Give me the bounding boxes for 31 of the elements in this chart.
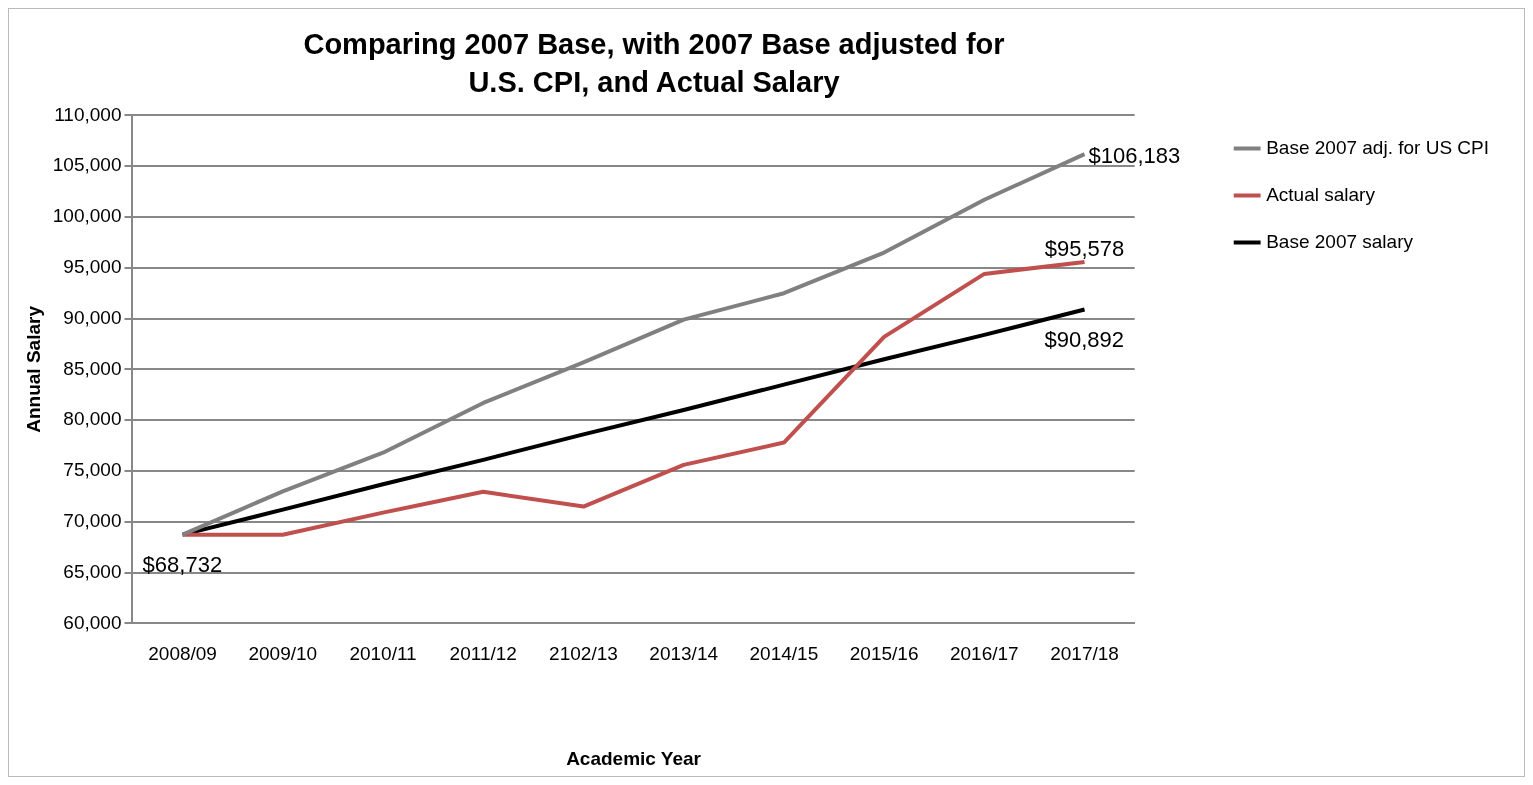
annotation: $68,732 <box>142 551 223 577</box>
y-tick-label: 105,000 <box>52 154 122 176</box>
y-tick-label: 80,000 <box>63 408 122 430</box>
x-tick-label: 2016/17 <box>949 643 1019 665</box>
x-tick-label: 2011/12 <box>449 643 517 665</box>
y-tick-label: 70,000 <box>63 510 122 532</box>
x-tick-label: 2017/18 <box>1050 643 1119 665</box>
y-tick-label: 65,000 <box>63 560 122 582</box>
x-tick-label: 2009/10 <box>248 643 318 665</box>
y-tick-label: 85,000 <box>63 357 122 379</box>
legend-label: Base 2007 adj. for US CPI <box>1266 136 1489 158</box>
y-tick-label: 95,000 <box>63 256 122 278</box>
x-tick-label: 2008/09 <box>148 643 217 665</box>
y-axis-title: Annual Salary <box>22 305 44 433</box>
x-axis-title: Academic Year <box>566 747 702 769</box>
annotation: $106,183 <box>1088 143 1181 169</box>
chart-title: Comparing 2007 Base, with 2007 Base adjusted for U.S. CPI, and Actual Salary <box>302 27 1006 100</box>
legend-label: Base 2007 salary <box>1266 230 1414 252</box>
x-tick-label: 2014/15 <box>749 643 819 665</box>
x-tick-label: 2013/14 <box>649 643 719 665</box>
y-tick-label: 75,000 <box>63 459 122 481</box>
annotation: $95,578 <box>1044 235 1125 261</box>
y-tick-label: 90,000 <box>63 306 122 328</box>
y-tick-label: 110,000 <box>54 103 122 125</box>
y-tick-label: 60,000 <box>63 611 122 633</box>
annotation: $90,892 <box>1044 326 1125 352</box>
x-tick-label: 2102/13 <box>549 643 618 665</box>
x-tick-label: 2010/11 <box>349 643 417 665</box>
legend-label: Actual salary <box>1266 183 1376 205</box>
y-tick-label: 100,000 <box>52 205 122 227</box>
x-tick-label: 2015/16 <box>849 643 919 665</box>
